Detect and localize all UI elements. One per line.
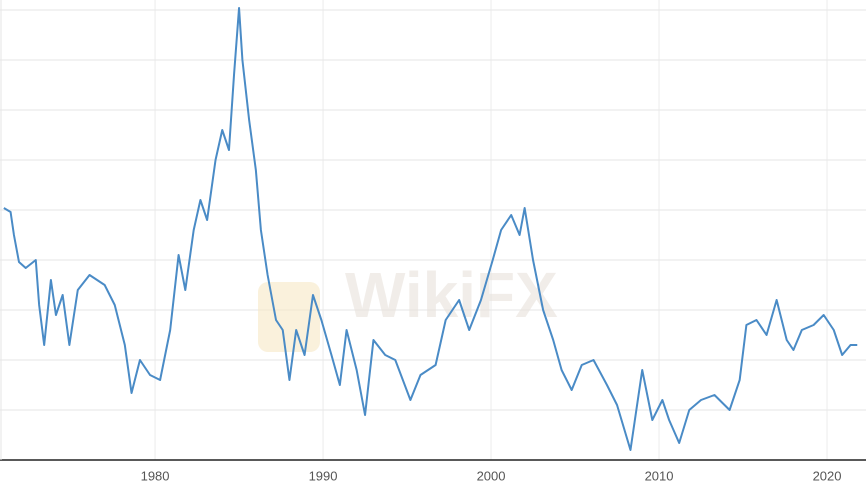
x-tick-label: 2010 xyxy=(645,468,674,483)
x-tick-label: 1980 xyxy=(141,468,170,483)
data-line xyxy=(3,7,858,451)
watermark: WikiFX xyxy=(345,259,558,331)
x-tick-label: 2020 xyxy=(813,468,842,483)
watermark-logo xyxy=(258,282,320,352)
x-tick-label: 2000 xyxy=(477,468,506,483)
x-tick-label: 1990 xyxy=(309,468,338,483)
